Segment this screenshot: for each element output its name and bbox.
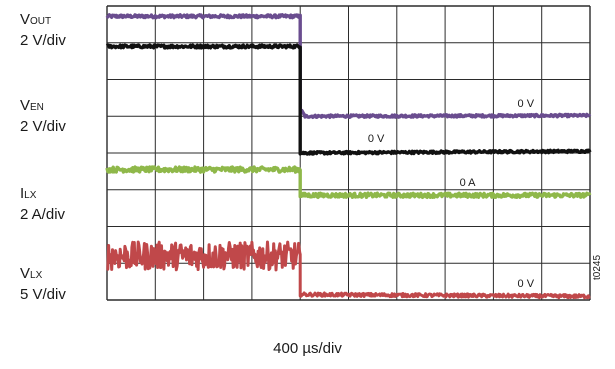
figure-id: t0245: [592, 255, 603, 280]
zero-label-vlx: 0 V: [518, 278, 535, 290]
zero-label-ven: 0 V: [368, 133, 385, 145]
zero-label-vout: 0 V: [518, 98, 535, 110]
timebase-label: 400 µs/div: [0, 340, 615, 357]
zero-label-ilx: 0 A: [460, 177, 477, 189]
